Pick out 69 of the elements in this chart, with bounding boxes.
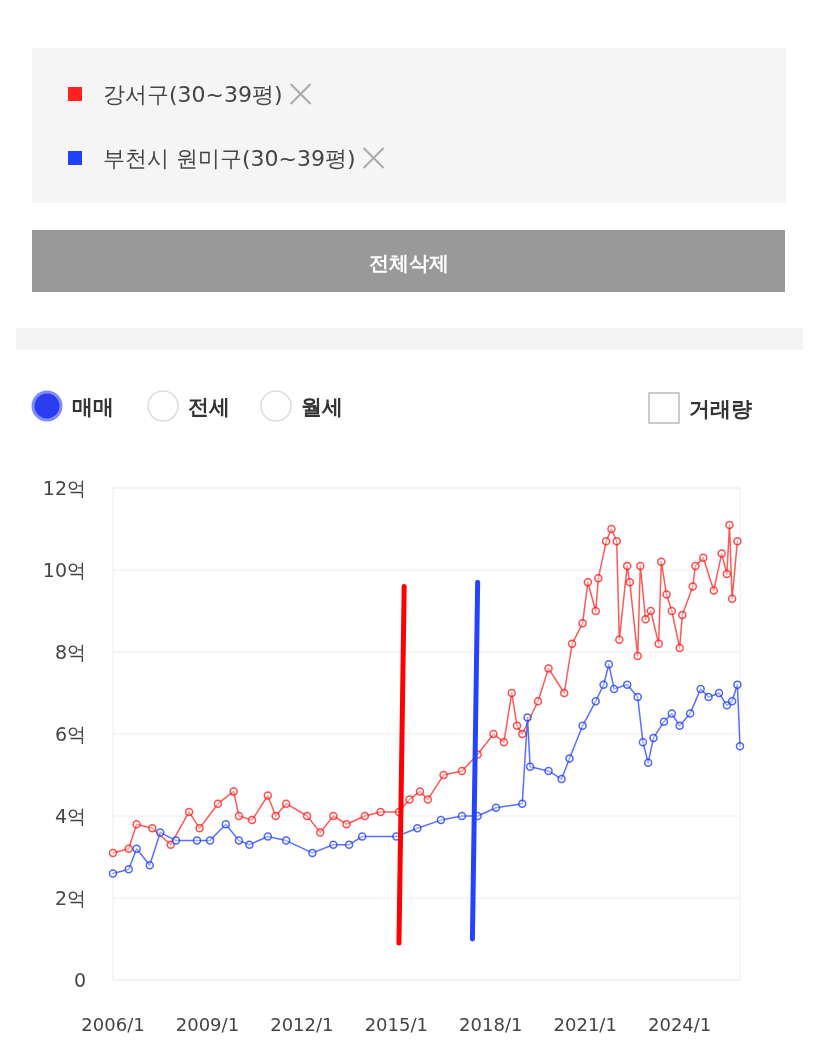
point: [457, 811, 467, 821]
radio: 전세: [147, 390, 230, 422]
y-tick-label: 2억: [54, 887, 86, 909]
x-tick-label: 2009/1: [175, 1014, 240, 1035]
legend-label: 강서구(30~39평): [103, 82, 283, 107]
button: 전체삭제: [32, 230, 785, 292]
y-tick-label: 12억: [42, 477, 86, 499]
point: [633, 692, 642, 702]
y-tick-label: 4억: [54, 805, 86, 827]
point: [557, 774, 566, 784]
point: [578, 721, 587, 731]
point: [544, 766, 553, 776]
point: [649, 733, 658, 743]
x-tick-label: 2021/1: [553, 1014, 617, 1035]
y-tick-label: 10억: [42, 559, 86, 581]
point: [329, 840, 338, 849]
point: [735, 742, 745, 751]
point: [667, 709, 677, 718]
point: [436, 815, 446, 825]
point: [696, 684, 705, 694]
legend-label: 부천시 원미구(30~39평): [103, 146, 356, 171]
point: [413, 824, 422, 833]
point: [491, 803, 501, 813]
point: [591, 696, 600, 706]
point: [221, 819, 231, 829]
point: [604, 660, 614, 669]
point: [192, 836, 202, 845]
x-tick-label: 2012/1: [270, 1014, 334, 1035]
point: [523, 713, 532, 722]
point: [108, 869, 118, 878]
y-tick-label: 6억: [54, 723, 86, 745]
point: [263, 832, 273, 841]
legend: 강서구(30~39평) 부천시 원미구(30~39평): [32, 48, 786, 203]
point: [599, 680, 608, 690]
y-tick-label: 8억: [54, 641, 86, 663]
point: [525, 762, 535, 772]
point: [155, 828, 165, 837]
x-tick-label: 2018/1: [459, 1014, 523, 1035]
checkbox: 거래량: [648, 392, 752, 424]
point: [132, 844, 141, 854]
x-tick-label: 2015/1: [364, 1014, 428, 1035]
x-tick-label: 2006/1: [81, 1014, 145, 1035]
point: [659, 717, 669, 726]
point: [234, 836, 244, 845]
point: [205, 836, 215, 845]
y-tick-label: 0: [73, 969, 86, 991]
point: [145, 860, 154, 870]
x-tick-label: 2024/1: [648, 1014, 712, 1035]
point: [308, 848, 317, 858]
point: [685, 709, 695, 718]
point: [124, 865, 133, 874]
radio: 매매: [31, 390, 114, 422]
point: [638, 737, 648, 747]
point: [622, 680, 632, 690]
point: [171, 836, 181, 845]
point: [344, 840, 354, 849]
point: [245, 840, 254, 849]
point: [643, 758, 653, 767]
point: [565, 754, 574, 763]
point: [733, 680, 742, 690]
point: [727, 696, 737, 706]
point: [675, 721, 684, 731]
point: [518, 799, 527, 808]
point: [704, 692, 713, 702]
point: [714, 688, 724, 698]
point: [281, 836, 291, 845]
radio: 월세: [260, 390, 343, 422]
point: [357, 832, 367, 841]
point: [609, 684, 619, 694]
